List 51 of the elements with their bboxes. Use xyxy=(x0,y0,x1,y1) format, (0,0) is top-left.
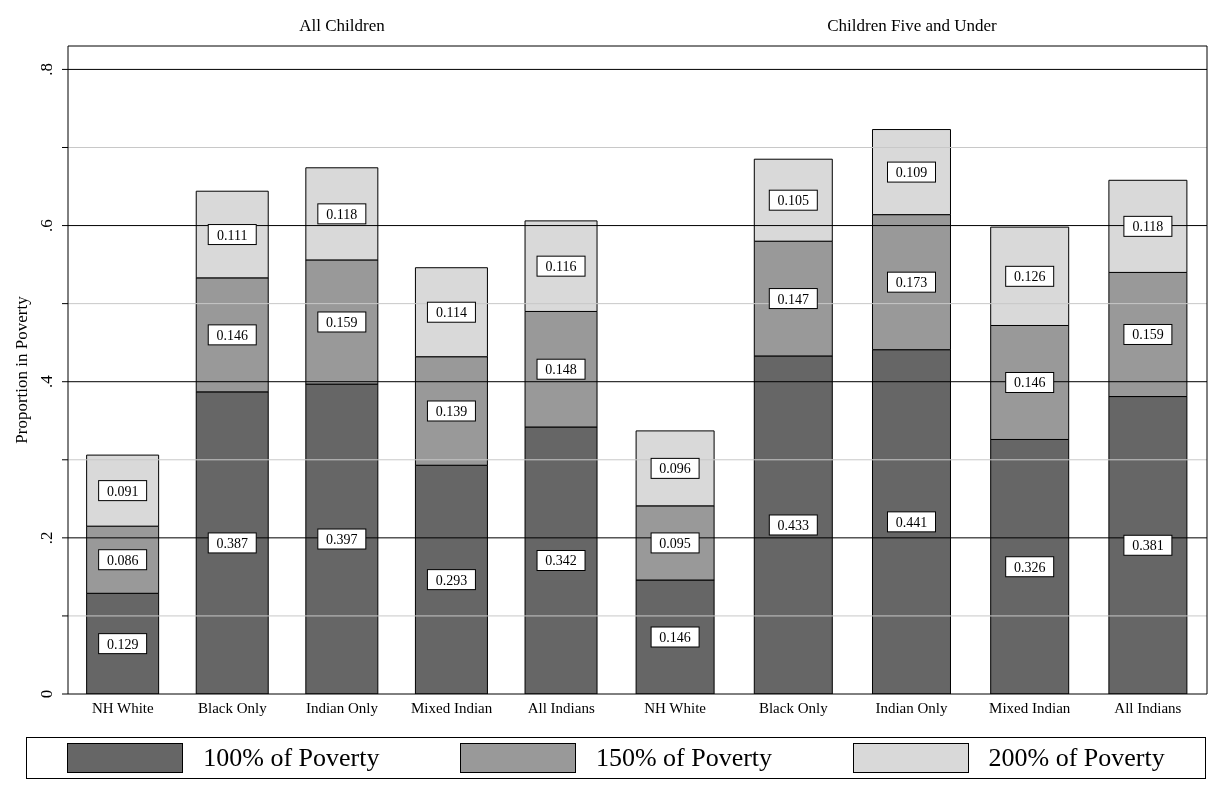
data-label: 0.147 xyxy=(777,291,810,307)
data-label: 0.105 xyxy=(777,193,810,209)
data-label: 0.116 xyxy=(545,259,577,275)
data-label: 0.146 xyxy=(659,630,691,646)
data-label: 0.091 xyxy=(106,483,139,499)
y-tick-label: .8 xyxy=(37,63,56,76)
legend-label: 150% of Poverty xyxy=(595,743,773,773)
data-label: 0.129 xyxy=(106,636,139,652)
data-label: 0.173 xyxy=(895,275,928,291)
data-label: 0.114 xyxy=(435,305,467,321)
data-label: 0.397 xyxy=(326,532,358,548)
x-tick-label: Black Only xyxy=(758,699,829,716)
data-label: 0.146 xyxy=(216,327,248,343)
data-label: 0.293 xyxy=(435,572,468,588)
data-label: 0.441 xyxy=(895,514,928,530)
data-label: 0.126 xyxy=(1013,269,1046,285)
data-label: 0.109 xyxy=(895,165,928,181)
data-label: 0.086 xyxy=(106,552,139,568)
data-label: 0.096 xyxy=(659,461,691,477)
legend-label: 200% of Poverty xyxy=(988,743,1165,773)
x-tick-label: All Indians xyxy=(527,699,595,716)
data-label: 0.433 xyxy=(777,517,810,533)
data-label: 0.118 xyxy=(1132,219,1164,235)
x-tick-label: NH White xyxy=(91,699,155,716)
x-tick-label: NH White xyxy=(644,699,707,716)
legend-label: 100% of Poverty xyxy=(203,743,380,773)
data-label: 0.159 xyxy=(1132,327,1164,343)
data-label: 0.146 xyxy=(1013,375,1046,391)
chart-title: Children Five and Under xyxy=(826,16,998,36)
data-label: 0.326 xyxy=(1013,559,1046,575)
y-tick-label: 0 xyxy=(37,689,56,699)
x-tick-label: Mixed Indian xyxy=(989,699,1071,716)
y-tick-label: .6 xyxy=(37,219,56,232)
data-label: 0.139 xyxy=(435,403,468,419)
x-tick-label: Indian Only xyxy=(305,699,379,716)
x-tick-label: Indian Only xyxy=(875,699,949,716)
y-tick-label: .2 xyxy=(37,531,56,545)
data-label: 0.095 xyxy=(659,535,691,551)
y-axis-title: Proportion in Poverty xyxy=(12,296,32,444)
data-label: 0.118 xyxy=(326,206,358,222)
data-label: 0.148 xyxy=(545,362,577,378)
data-label: 0.342 xyxy=(545,553,577,569)
data-label: 0.111 xyxy=(217,227,248,243)
x-tick-label: Black Only xyxy=(198,699,268,716)
data-label: 0.381 xyxy=(1132,538,1164,554)
x-tick-label: All Indians xyxy=(1114,699,1182,716)
x-tick-label: Mixed Indian xyxy=(410,699,493,716)
data-label: 0.159 xyxy=(326,314,358,330)
chart-title: All Children xyxy=(298,16,386,36)
data-label: 0.387 xyxy=(216,535,248,551)
y-tick-label: .4 xyxy=(37,374,56,389)
